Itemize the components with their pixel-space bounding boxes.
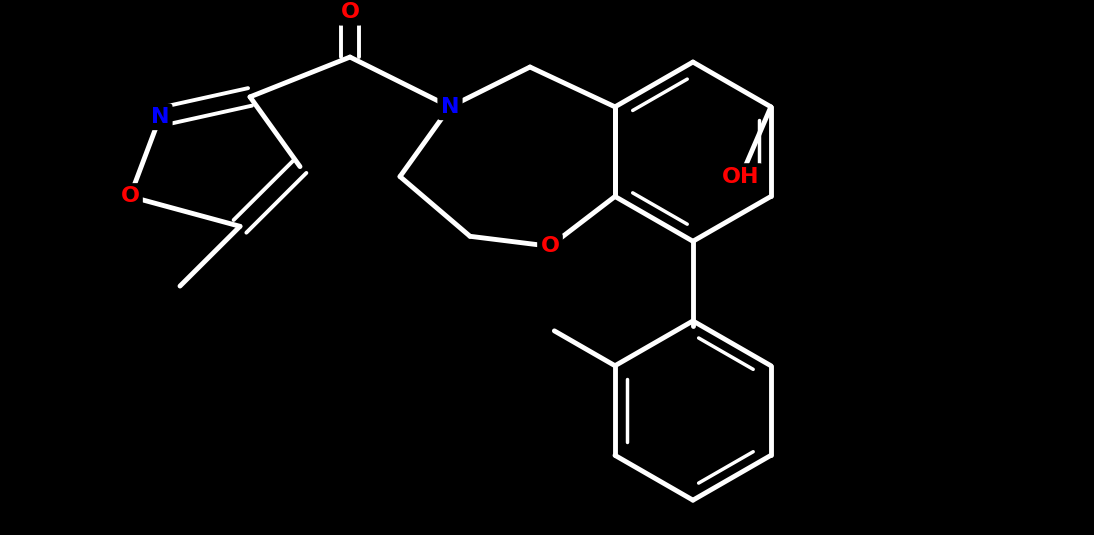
Text: N: N [441, 97, 459, 117]
Text: O: O [340, 2, 360, 22]
Text: OH: OH [722, 166, 759, 187]
Text: O: O [120, 187, 140, 207]
Text: N: N [151, 107, 170, 127]
Text: O: O [540, 236, 559, 256]
